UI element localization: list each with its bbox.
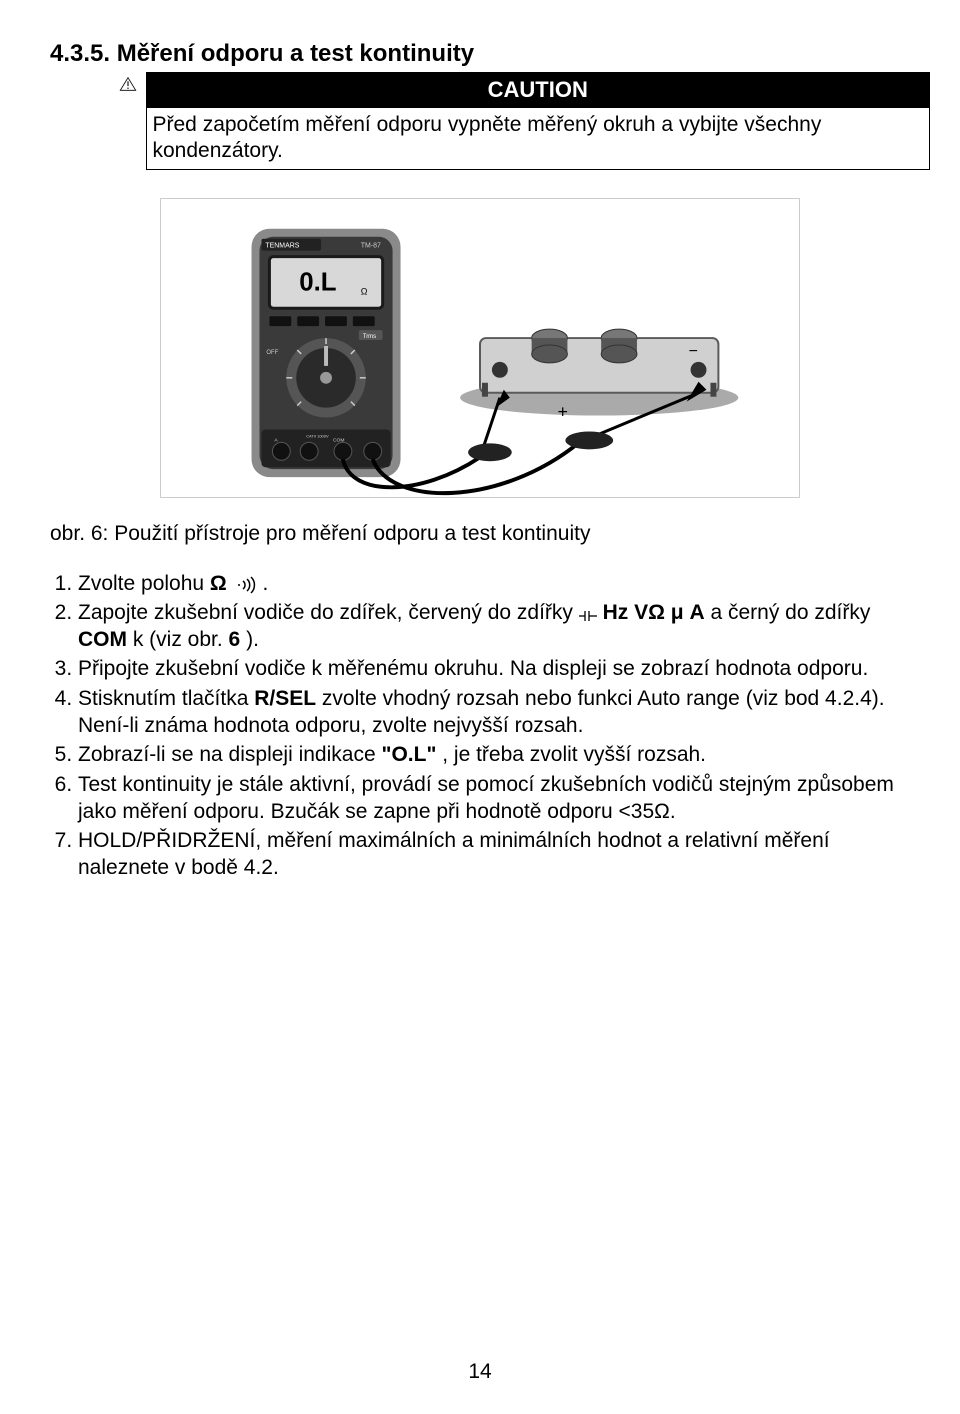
step7-text: HOLD/PŘIDRŽENÍ, měření maximálních a min… [78,829,830,879]
section-number: 4.3.5. [50,40,110,67]
step1-pre: Zvolte polohu [78,572,210,595]
caution-text: Před započetím měření odporu vypněte měř… [146,108,930,170]
list-item: HOLD/PŘIDRŽENÍ, měření maximálních a min… [78,827,910,882]
step2-label2: COM [78,628,127,651]
svg-text:OFF: OFF [266,349,278,355]
figure-multimeter-continuity: TENMARS TM-87 0.L Ω Trms OFF [160,198,800,498]
caution-label: CAUTION [146,73,930,108]
svg-text:CATII 1000V: CATII 1000V [306,433,329,438]
list-item: Stisknutím tlačítka R/SEL zvolte vhodný … [78,685,910,740]
step1-post: . [262,572,268,595]
svg-text:TENMARS: TENMARS [265,242,299,249]
capacitor-icon [579,609,597,623]
step3-text: Připojte zkušební vodiče k měřenému okru… [78,657,868,680]
svg-text:Trms: Trms [363,334,376,340]
step2-mid2: k (viz obr. [133,628,229,651]
list-item: Připojte zkušební vodiče k měřenému okru… [78,655,910,682]
ohm-symbol: Ω [210,572,227,595]
section-title: Měření odporu a test kontinuity [117,40,474,67]
svg-text:+: + [557,401,567,421]
svg-text:0.L: 0.L [299,268,336,296]
step5-post: , je třeba zvolit vyšší rozsah. [442,743,706,766]
svg-text:Ω: Ω [361,286,368,296]
warning-triangle-icon [119,77,137,91]
figure-caption: obr. 6: Použití přístroje pro měření odp… [50,522,910,546]
step2-mid1: a černý do zdířky [710,601,870,624]
step2-label1: Hz VΩ μ A [603,601,705,624]
step2-post: ). [246,628,259,651]
list-item: Zapojte zkušební vodiče do zdířek, červe… [78,599,910,654]
step4-pre: Stisknutím tlačítka [78,687,254,710]
step4-btn: R/SEL [254,687,316,710]
page-number: 14 [0,1360,960,1384]
list-item: Test kontinuity je stále aktivní, provád… [78,771,910,826]
step5-pre: Zobrazí-li se na displeji indikace [78,743,381,766]
caution-box: CAUTION Před započetím měření odporu vyp… [110,72,930,170]
section-heading: 4.3.5. Měření odporu a test kontinuity [50,40,910,68]
caution-icon-cell [110,73,146,170]
step2-pre: Zapojte zkušební vodiče do zdířek, červe… [78,601,579,624]
continuity-sound-icon [233,576,257,594]
list-item: Zvolte polohu Ω . [78,570,910,597]
step2-fig: 6 [229,628,241,651]
steps-list: Zvolte polohu Ω . Zapojte zkušební vodič… [50,570,910,882]
step5-ol: "O.L" [381,743,436,766]
svg-text:−: − [689,342,698,359]
svg-text:COM: COM [333,437,345,443]
list-item: Zobrazí-li se na displeji indikace "O.L"… [78,741,910,768]
step6-text: Test kontinuity je stále aktivní, provád… [78,773,894,823]
svg-text:TM-87: TM-87 [361,242,381,249]
